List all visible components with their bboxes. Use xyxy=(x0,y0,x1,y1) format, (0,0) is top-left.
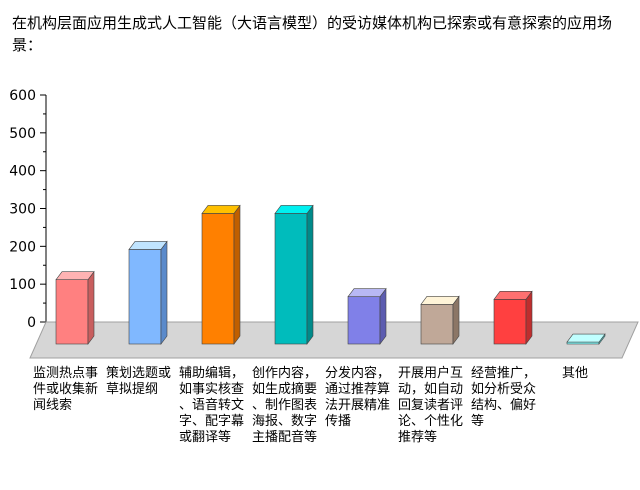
x-tick-label: 开展用户互 动，如自动 回复读者评 论、个性化 推荐等 xyxy=(398,366,463,446)
x-tick-label-line: 开展用户互 xyxy=(398,366,464,381)
bar-front xyxy=(420,303,454,345)
bar-front xyxy=(55,279,89,345)
bar-top xyxy=(55,271,95,280)
x-tick-label-line: 通过推荐算 xyxy=(325,382,391,397)
y-axis: 0 100 200 300 400 500 600 xyxy=(9,88,47,331)
bar xyxy=(493,290,533,345)
x-tick-label-line: 如生成摘要 xyxy=(252,382,318,397)
bar-side xyxy=(233,204,241,345)
chart-floor xyxy=(29,321,639,359)
bar-front xyxy=(347,296,381,345)
bar xyxy=(128,240,168,345)
x-tick-label-line: 推荐等 xyxy=(398,430,438,445)
x-tick-label-line: 结构、偏好 xyxy=(471,398,537,413)
x-tick-label: 分发内容， 通过推荐算 法开展精准 传播 xyxy=(325,366,390,430)
x-tick-label-line: 策划选题或 xyxy=(106,366,172,381)
bar xyxy=(347,287,387,345)
bar-top xyxy=(493,291,533,300)
x-tick-label-line: 动，如自动 xyxy=(398,382,464,397)
y-tick-label: 300 xyxy=(9,202,36,218)
bar-top xyxy=(274,205,314,214)
y-tick-label: 200 xyxy=(9,239,36,255)
x-tick-label-line: 论、个性化 xyxy=(398,414,464,429)
bar-side xyxy=(379,287,387,345)
bar-side xyxy=(160,240,168,345)
bar-front xyxy=(128,249,162,345)
y-tick-label: 500 xyxy=(9,126,36,142)
x-tick-label: 其他 xyxy=(562,366,588,382)
bar-top xyxy=(566,333,606,343)
y-tick-label: 600 xyxy=(9,88,36,104)
bar xyxy=(274,204,314,345)
x-tick-label-line: 传播 xyxy=(325,414,352,429)
x-tick-label-line: 或翻译等 xyxy=(179,430,232,445)
x-tick-label-line: 回复读者评 xyxy=(398,398,464,413)
x-tick-label-line: 创作内容， xyxy=(252,366,318,381)
x-tick-label-line: 辅助编辑， xyxy=(179,366,245,381)
bar-top xyxy=(128,241,168,250)
x-tick-label-line: 等 xyxy=(471,414,485,429)
x-tick-label-line: 海报、数字 xyxy=(252,414,318,429)
x-tick-label-line: 草拟提纲 xyxy=(106,382,159,397)
floor-plane xyxy=(29,321,639,359)
bars xyxy=(55,204,606,345)
chart-title: 在机构层面应用生成式人工智能（大语言模型）的受访媒体机构已探索或有意探索的应用场… xyxy=(12,14,613,54)
bar xyxy=(420,295,460,345)
x-tick-label-line: 闻线索 xyxy=(33,398,73,413)
x-tick-label: 监测热点事 件或收集新 闻线索 xyxy=(33,366,98,414)
y-tick-label: 100 xyxy=(9,277,36,293)
x-tick-label-line: 如分析受众 xyxy=(471,382,537,397)
x-tick-label-line: 、语音转文 xyxy=(179,398,245,413)
bar xyxy=(566,333,606,345)
bar-top xyxy=(420,295,460,305)
x-tick-label-line: 、制作图表 xyxy=(252,398,318,413)
x-tick-label-line: 如事实核查 xyxy=(179,382,245,397)
x-tick-label-line: 法开展精准 xyxy=(325,398,391,413)
bar-top xyxy=(347,288,387,298)
y-tick-label: 400 xyxy=(9,164,36,180)
bar-side xyxy=(87,270,95,345)
bar-front xyxy=(274,213,308,345)
x-tick-label: 经营推广， 如分析受众 结构、偏好等 xyxy=(471,366,536,430)
bar-front xyxy=(201,213,235,345)
bar-top xyxy=(201,205,241,214)
x-tick-label: 策划选题或 草拟提纲 xyxy=(106,366,171,398)
x-tick-label-line: 监测热点事 xyxy=(33,366,99,381)
x-tick-label-line: 经营推广， xyxy=(471,366,537,381)
x-tick-label-line: 字、配字幕 xyxy=(179,414,245,429)
x-tick-label-line: 件或收集新 xyxy=(33,382,99,397)
bar xyxy=(55,270,95,345)
bar xyxy=(201,204,241,345)
bar-front xyxy=(493,299,527,345)
x-tick-label-line: 其他 xyxy=(562,366,589,381)
bar-side xyxy=(306,204,314,345)
x-tick-label: 辅助编辑， 如事实核查 、语音转文 字、配字幕 或翻译等 xyxy=(179,366,244,446)
x-tick-label: 创作内容， 如生成摘要 、制作图表 海报、数字 主播配音等 xyxy=(252,366,317,446)
x-tick-label-line: 主播配音等 xyxy=(252,430,318,445)
bar-side xyxy=(525,290,533,345)
x-tick-label-line: 分发内容， xyxy=(325,366,391,381)
y-tick-label: 0 xyxy=(27,315,36,331)
